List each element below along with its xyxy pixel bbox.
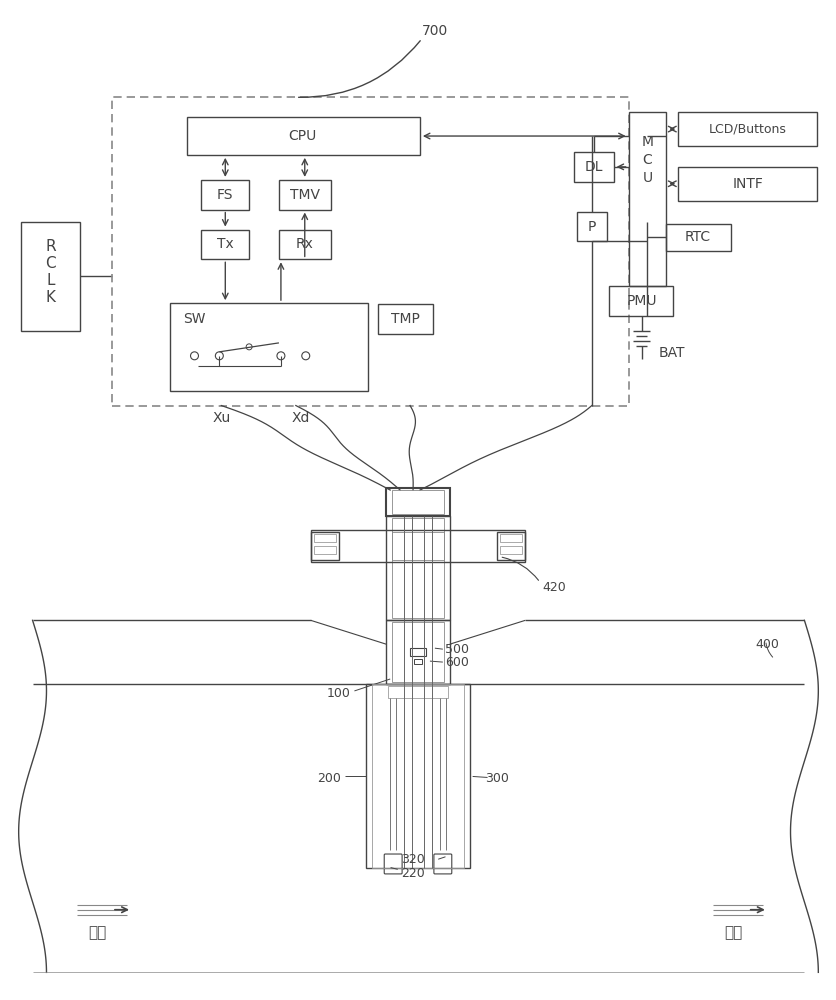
Text: C: C (642, 153, 651, 167)
Bar (385, 516, 449, 620)
Bar (392, 532, 443, 560)
Text: Rx: Rx (295, 237, 314, 251)
Text: 300: 300 (485, 772, 509, 785)
Bar (392, 518, 443, 618)
Bar (366, 684, 469, 868)
Text: PMU: PMU (625, 294, 656, 308)
Bar (372, 684, 463, 868)
Bar (21, 222, 80, 331)
Text: K: K (45, 290, 55, 305)
Text: Tx: Tx (217, 237, 233, 251)
Bar (186, 117, 420, 155)
Text: LCD/Buttons: LCD/Buttons (708, 123, 786, 136)
Text: SW: SW (183, 312, 206, 326)
Text: 400: 400 (755, 638, 778, 651)
Bar (310, 530, 525, 562)
Text: M: M (640, 135, 653, 149)
Text: 上游: 上游 (88, 925, 106, 940)
Bar (500, 534, 522, 542)
Text: TMV: TMV (289, 188, 319, 202)
Bar (497, 532, 525, 560)
Text: Xd: Xd (291, 411, 309, 425)
Text: 420: 420 (542, 581, 565, 594)
Text: 220: 220 (400, 867, 425, 880)
Text: INTF: INTF (732, 177, 762, 191)
Text: FS: FS (217, 188, 233, 202)
Bar (608, 286, 672, 316)
Bar (500, 546, 522, 554)
Text: 200: 200 (316, 772, 340, 785)
Bar (576, 212, 606, 241)
Text: 下游: 下游 (723, 925, 742, 940)
Text: 320: 320 (400, 853, 425, 866)
Text: TMP: TMP (390, 312, 419, 326)
Text: RTC: RTC (684, 230, 711, 244)
Text: L: L (46, 273, 54, 288)
Bar (314, 534, 335, 542)
Text: 500: 500 (444, 643, 468, 656)
Bar (392, 622, 443, 682)
Bar (677, 112, 817, 146)
Bar (378, 304, 432, 334)
Bar (677, 167, 817, 201)
Bar (278, 180, 330, 210)
Text: CPU: CPU (288, 129, 317, 143)
Text: C: C (45, 256, 56, 271)
Bar (310, 532, 338, 560)
Text: 100: 100 (326, 687, 350, 700)
Bar (665, 224, 730, 251)
Bar (201, 230, 249, 259)
Text: R: R (45, 239, 56, 254)
Text: DL: DL (584, 160, 603, 174)
Bar (573, 152, 613, 182)
Bar (410, 648, 426, 656)
Bar (170, 303, 368, 391)
Bar (385, 620, 449, 684)
Bar (392, 490, 443, 514)
Bar (112, 97, 628, 406)
Bar (385, 488, 449, 516)
Text: BAT: BAT (658, 346, 684, 360)
Bar (414, 659, 421, 664)
Bar (278, 230, 330, 259)
Bar (314, 546, 335, 554)
Bar (628, 112, 665, 286)
Bar (201, 180, 249, 210)
Bar (388, 686, 447, 698)
Text: P: P (587, 220, 595, 234)
Text: U: U (642, 171, 652, 185)
Text: Xu: Xu (212, 411, 230, 425)
Text: 700: 700 (421, 24, 447, 38)
Text: 600: 600 (444, 656, 468, 669)
